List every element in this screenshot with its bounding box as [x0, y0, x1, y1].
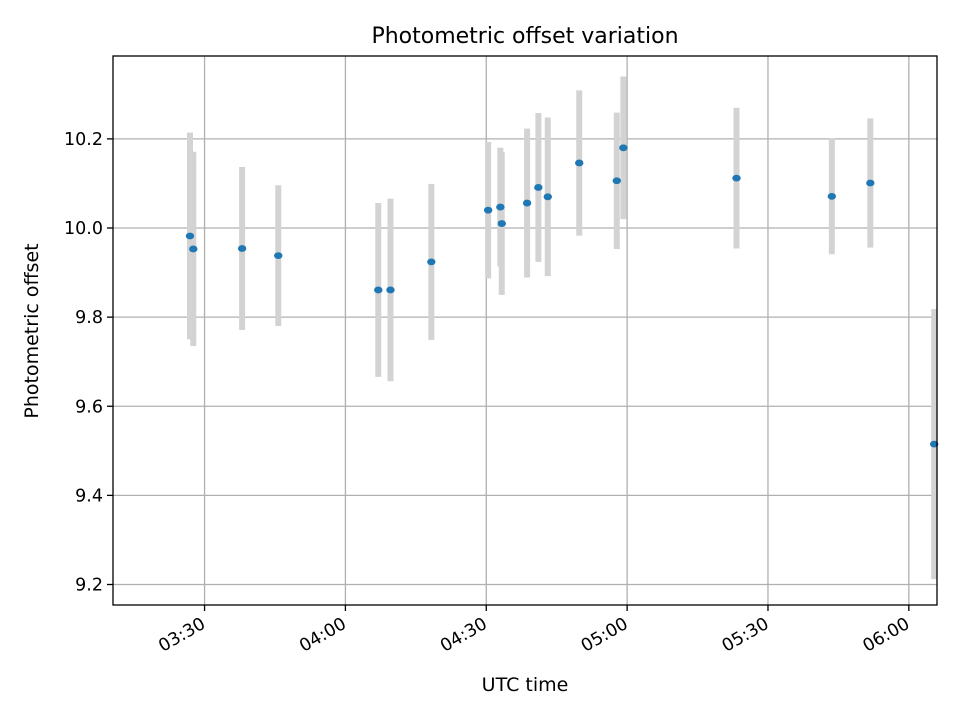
x-tick-label: 05:00 [578, 614, 632, 657]
x-tick-label: 04:00 [296, 614, 350, 657]
x-axis-label: UTC time [482, 674, 569, 696]
data-point [866, 179, 875, 187]
y-tick-label: 10.2 [64, 130, 103, 150]
data-point [929, 440, 939, 448]
plot-frame [112, 55, 938, 606]
chart-title: Photometric offset variation [371, 24, 678, 49]
y-tick-label: 10.0 [64, 219, 103, 239]
data-point [189, 245, 198, 253]
y-tick-label: 9.4 [75, 486, 103, 506]
error-bars [187, 76, 938, 580]
y-tick-label: 9.8 [75, 308, 103, 328]
data-point [732, 174, 741, 182]
data-point [386, 286, 395, 294]
x-tick-label: 03:30 [155, 614, 209, 657]
data-point [185, 232, 195, 240]
data-point [496, 203, 505, 211]
data-point [619, 144, 628, 152]
data-point [237, 245, 247, 252]
x-tick-label: 06:00 [860, 614, 914, 657]
y-axis-ticks: 9.2 9.4 9.6 9.8 10.0 10.2 [64, 130, 113, 596]
data-point [612, 177, 621, 185]
data-point [483, 206, 493, 214]
data-point [827, 192, 837, 200]
x-tick-label: 05:30 [719, 614, 773, 657]
data-point [374, 286, 383, 294]
data-point [497, 220, 506, 227]
data-point [543, 193, 552, 201]
x-tick-label: 04:30 [437, 614, 491, 657]
data-point [274, 252, 283, 260]
data-points [185, 144, 939, 448]
data-point [427, 258, 436, 266]
y-axis-label: Photometric offset [21, 243, 43, 418]
data-point [575, 159, 584, 167]
y-tick-label: 9.6 [75, 397, 103, 417]
data-point [534, 184, 543, 191]
data-point [522, 199, 532, 207]
x-axis-ticks: 03:30 04:00 04:30 05:00 05:30 06:00 [155, 605, 913, 657]
y-tick-label: 9.2 [75, 576, 103, 596]
